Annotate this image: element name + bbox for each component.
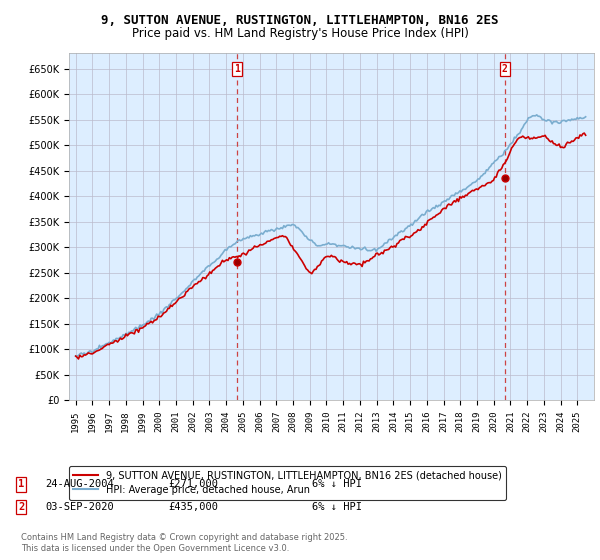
Text: 03-SEP-2020: 03-SEP-2020	[45, 502, 114, 512]
Text: 6% ↓ HPI: 6% ↓ HPI	[312, 479, 362, 489]
Text: £271,000: £271,000	[168, 479, 218, 489]
Text: Price paid vs. HM Land Registry's House Price Index (HPI): Price paid vs. HM Land Registry's House …	[131, 27, 469, 40]
Legend: 9, SUTTON AVENUE, RUSTINGTON, LITTLEHAMPTON, BN16 2ES (detached house), HPI: Ave: 9, SUTTON AVENUE, RUSTINGTON, LITTLEHAMP…	[68, 466, 506, 500]
Text: 9, SUTTON AVENUE, RUSTINGTON, LITTLEHAMPTON, BN16 2ES: 9, SUTTON AVENUE, RUSTINGTON, LITTLEHAMP…	[101, 14, 499, 27]
Text: 2: 2	[18, 502, 24, 512]
Text: 2: 2	[502, 64, 508, 74]
Text: Contains HM Land Registry data © Crown copyright and database right 2025.
This d: Contains HM Land Registry data © Crown c…	[21, 533, 347, 553]
Text: 6% ↓ HPI: 6% ↓ HPI	[312, 502, 362, 512]
Text: 1: 1	[18, 479, 24, 489]
Text: £435,000: £435,000	[168, 502, 218, 512]
Text: 24-AUG-2004: 24-AUG-2004	[45, 479, 114, 489]
Text: 1: 1	[234, 64, 240, 74]
